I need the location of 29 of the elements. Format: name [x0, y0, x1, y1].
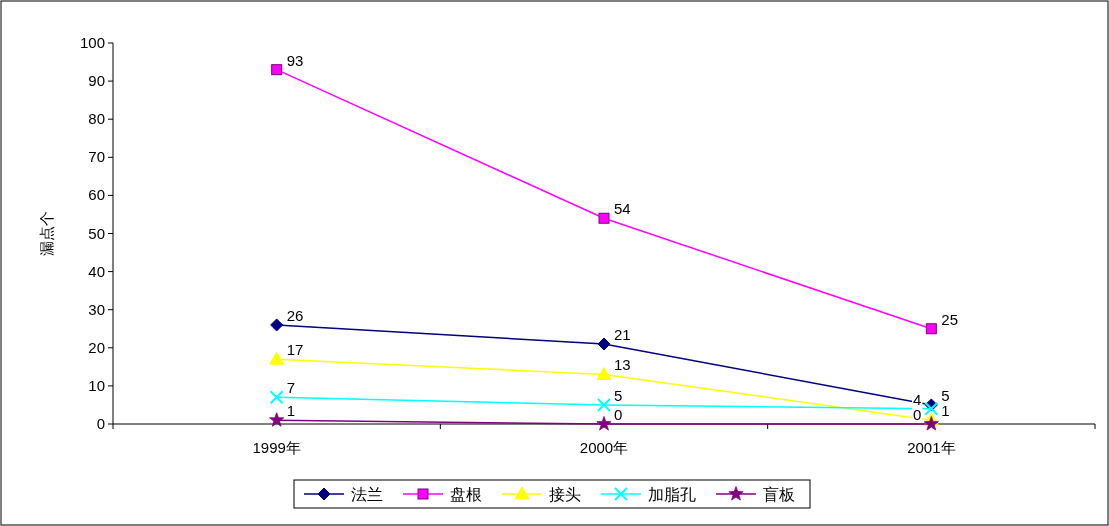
y-tick-label: 50: [88, 224, 105, 242]
label: 0: [613, 406, 624, 423]
legend-label: 盲板: [763, 486, 795, 503]
label: 13: [613, 356, 632, 374]
label: 5: [613, 386, 624, 404]
label: 1: [940, 402, 951, 420]
y-tick-label: 30: [88, 300, 105, 318]
y-tick-label: 80: [88, 110, 105, 128]
y-tick-label: 20: [88, 338, 105, 356]
legend-label: 接头: [549, 486, 581, 503]
y-tick-label: 70: [88, 148, 105, 166]
y-tick-label: 0: [96, 415, 105, 432]
y-tick-label: 60: [88, 186, 105, 204]
y-tick-label: 90: [88, 72, 105, 90]
y-tick-label: 10: [88, 376, 105, 394]
legend-label: 法兰: [351, 486, 383, 503]
label: 5: [940, 386, 951, 404]
y-axis-title: 漏点个: [38, 211, 55, 256]
label: 0: [912, 406, 923, 423]
x-tick-label: 2000年: [579, 439, 629, 456]
y-tick-label: 100: [79, 34, 105, 51]
legend-label: 加脂孔: [648, 486, 696, 503]
x-tick-label: 2001年: [907, 439, 956, 456]
label: 1: [285, 402, 296, 420]
y-tick-label: 40: [88, 262, 105, 280]
legend-label: 盘根: [450, 486, 482, 503]
x-tick-label: 1999年: [252, 439, 301, 456]
label: 7: [285, 379, 296, 397]
label: 54: [613, 200, 632, 218]
